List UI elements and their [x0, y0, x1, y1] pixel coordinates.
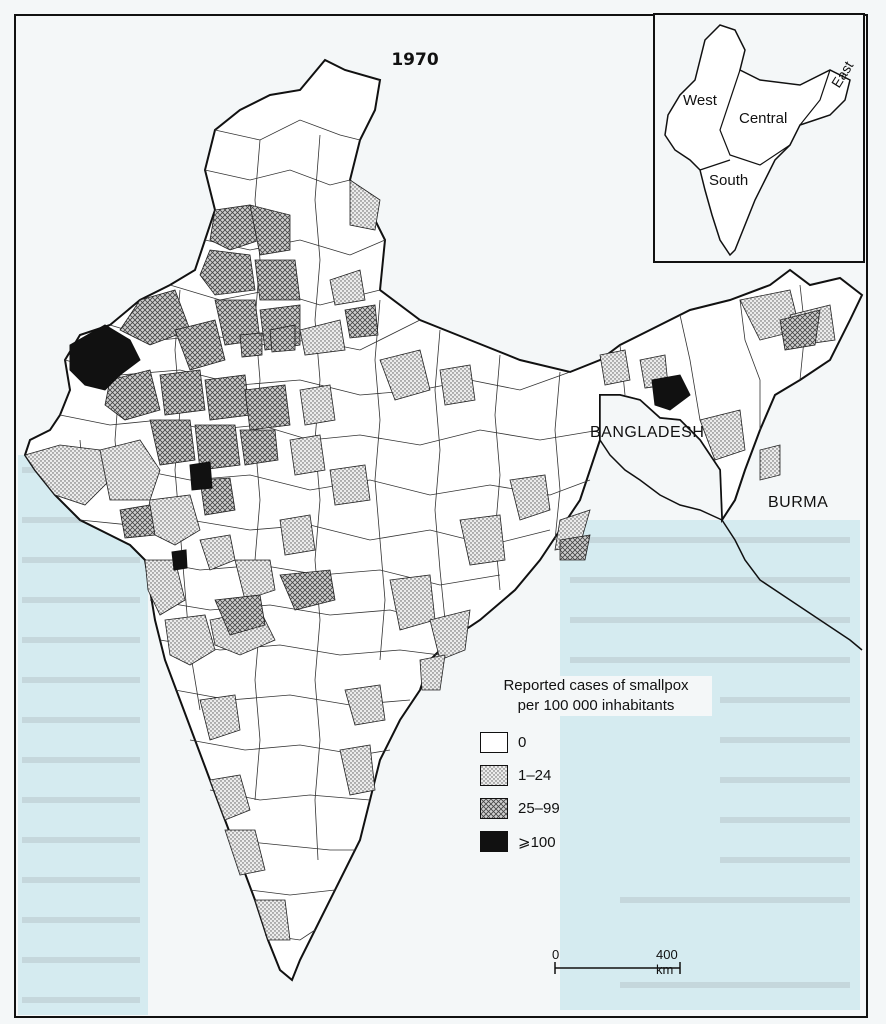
legend-item-1-24: 1–24	[480, 759, 720, 792]
legend-title-line2: per 100 000 inhabitants	[480, 696, 712, 716]
inset-map	[653, 13, 865, 263]
inset-label-south: South	[709, 172, 749, 189]
districts-25-99	[104, 204, 821, 636]
legend-item-0: 0	[480, 726, 720, 759]
legend-label-1-24: 1–24	[518, 767, 552, 784]
legend-item-100-plus: ⩾100	[480, 825, 720, 858]
legend-label-0: 0	[518, 734, 527, 751]
legend-swatch-0	[480, 732, 508, 753]
bangladesh-label: BANGLADESH	[590, 424, 705, 441]
legend-item-25-99: 25–99	[480, 792, 720, 825]
bangladesh-region	[599, 394, 723, 522]
burma-label: BURMA	[768, 494, 829, 511]
scale-end-label: 400 km	[656, 947, 678, 977]
legend-swatch-1-24	[480, 765, 508, 786]
map-legend: Reported cases of smallpox per 100 000 i…	[480, 676, 720, 858]
legend-label-100-plus: ⩾100	[518, 833, 556, 851]
legend-swatch-100-plus	[480, 831, 508, 852]
scale-bar	[554, 962, 681, 974]
districts-100-plus	[69, 324, 691, 571]
inset-label-central: Central	[739, 110, 788, 127]
scale-start-label: 0	[552, 947, 560, 962]
inset-label-west: West	[683, 92, 717, 109]
legend-swatch-25-99	[480, 798, 508, 819]
legend-label-25-99: 25–99	[518, 800, 560, 817]
legend-title-line1: Reported cases of smallpox	[480, 676, 712, 696]
map-frame	[14, 14, 868, 1018]
map-year-title: 1970	[391, 50, 439, 70]
burma-coast	[721, 519, 863, 651]
